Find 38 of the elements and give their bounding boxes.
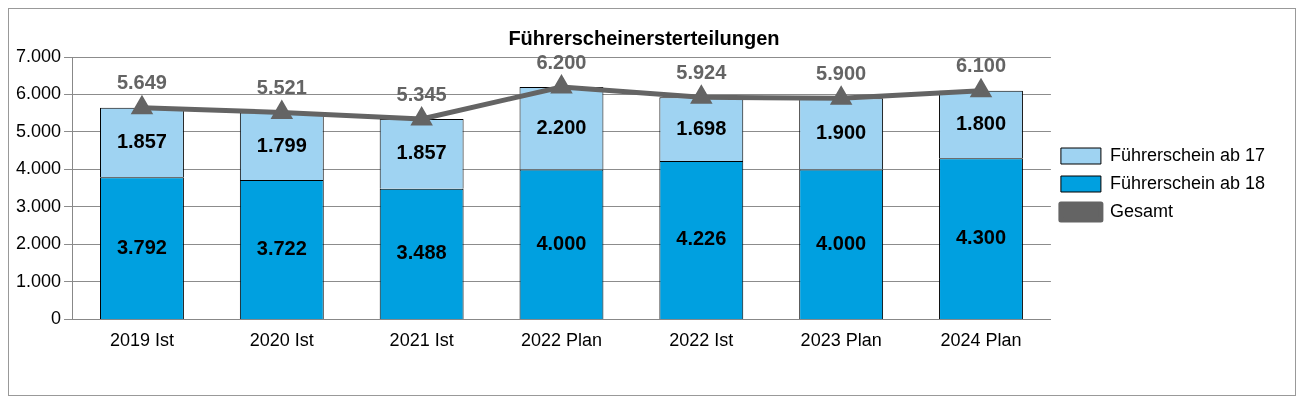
x-tick-label: 2022 Ist <box>669 330 734 351</box>
legend-label: Führerschein ab 17 <box>1109 144 1265 165</box>
data-label: 4.000 <box>536 231 587 254</box>
y-tick-label: 5.000 <box>16 120 62 141</box>
data-label: 3.792 <box>116 235 167 258</box>
y-tick-label: 4.000 <box>16 158 62 179</box>
legend-label: Führerschein ab 18 <box>1109 172 1265 193</box>
y-tick-label: 3.000 <box>16 195 62 216</box>
data-label: 5.900 <box>816 61 867 84</box>
data-label: 1.857 <box>396 141 447 164</box>
data-label: 5.924 <box>676 60 728 83</box>
data-label: 5.521 <box>256 75 307 98</box>
data-label: 1.900 <box>816 121 867 144</box>
data-label: 6.100 <box>955 54 1007 77</box>
data-label: 4.000 <box>816 231 867 254</box>
x-tick-label: 2020 Ist <box>249 330 314 351</box>
data-label: 1.698 <box>676 116 727 139</box>
data-label: 5.649 <box>116 71 167 94</box>
y-tick-label: 1.000 <box>16 270 62 291</box>
data-label: 4.300 <box>955 226 1007 249</box>
chart-title: Führerscheinersterteilungen <box>508 26 780 49</box>
x-tick-label: 2021 Ist <box>389 330 454 351</box>
data-label: 3.488 <box>396 241 447 264</box>
legend-label: Gesamt <box>1109 200 1173 221</box>
data-label: 1.800 <box>955 111 1007 134</box>
data-label: 1.799 <box>256 133 307 156</box>
data-label: 1.857 <box>116 129 167 152</box>
y-tick-label: 2.000 <box>16 233 62 254</box>
x-tick-label: 2022 Plan <box>520 330 603 351</box>
y-tick-label: 6.000 <box>16 83 62 104</box>
y-tick-label: 7.000 <box>16 45 62 66</box>
x-tick-label: 2019 Ist <box>109 330 174 351</box>
x-tick-label: 2024 Plan <box>940 330 1022 351</box>
y-tick-label: 0 <box>51 308 62 329</box>
data-label: 4.226 <box>676 227 727 250</box>
data-label: 2.200 <box>536 115 587 138</box>
x-tick-label: 2023 Plan <box>800 330 882 351</box>
data-label: 3.722 <box>256 236 307 259</box>
